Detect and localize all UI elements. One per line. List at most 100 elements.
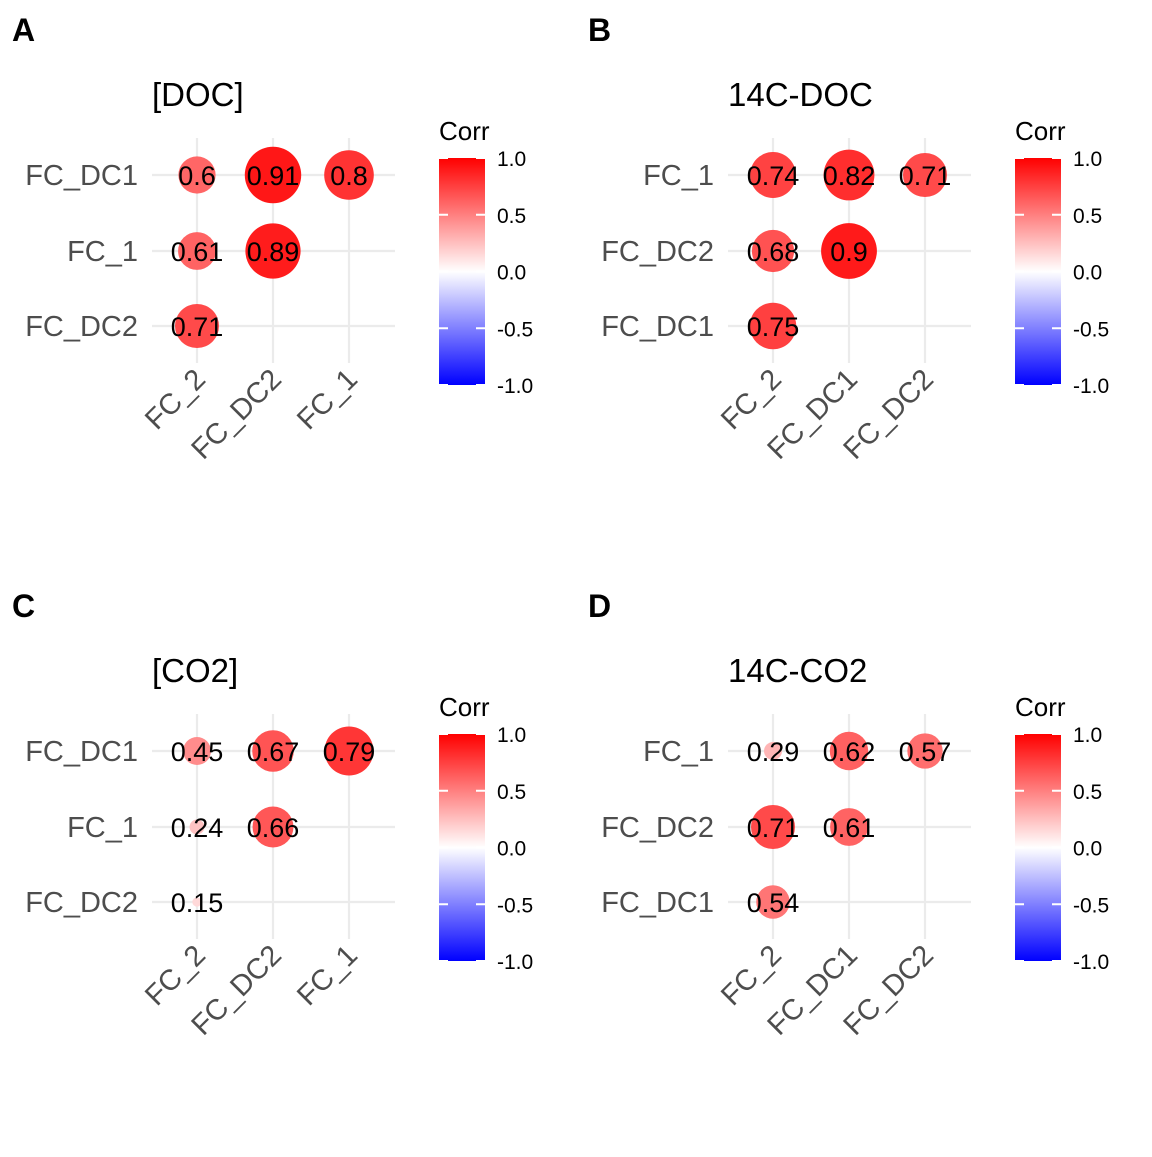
corr-circle	[750, 152, 796, 198]
panel-title: 14C-CO2	[728, 652, 867, 689]
y-tick-label: FC_DC1	[601, 311, 714, 343]
x-tick-label: FC_2	[715, 939, 788, 1012]
x-tick-label: FC_1	[291, 363, 364, 436]
corr-circle	[821, 223, 877, 279]
legend: Corr 1.0 0.5 0.0 -0.5 -1.0	[1015, 116, 1109, 398]
x-tick-label: FC_2	[139, 363, 212, 436]
corr-circle	[830, 808, 868, 846]
corr-circle	[178, 232, 216, 270]
corr-circle	[829, 731, 869, 771]
y-tick-label: FC_DC2	[601, 236, 714, 268]
legend-tick-label: 0.0	[497, 262, 526, 285]
legend-tick-label: 0.0	[497, 838, 526, 861]
corr-value-label: 0.9	[830, 237, 868, 267]
corr-value-label: 0.89	[247, 237, 300, 267]
panel-letter: C	[12, 588, 35, 624]
panel-title: [DOC]	[152, 76, 244, 113]
corr-value-label: 0.57	[899, 737, 952, 767]
y-tick-label: FC_1	[643, 736, 714, 768]
legend-tick-label: -0.5	[1073, 318, 1109, 341]
panel-d: D14C-CO2FC_1FC_DC2FC_DC1FC_2FC_DC1FC_DC2…	[588, 588, 1109, 1042]
corr-circle	[252, 730, 294, 772]
legend-tick-label: -0.5	[497, 894, 533, 917]
y-tick-label: FC_DC2	[601, 812, 714, 844]
corr-value-label: 0.67	[247, 737, 300, 767]
corr-circle	[324, 150, 374, 200]
corr-circle	[192, 897, 202, 907]
legend-tick-label: 0.5	[497, 781, 526, 804]
corr-value-label: 0.29	[747, 737, 800, 767]
panel-letter: D	[588, 588, 611, 624]
corr-value-label: 0.54	[747, 888, 800, 918]
corr-circle	[244, 146, 302, 204]
legend-tick-label: -1.0	[1073, 951, 1109, 974]
corr-circle	[252, 806, 294, 848]
corr-value-label: 0.82	[823, 161, 876, 191]
corr-circle	[174, 303, 220, 349]
corr-value-label: 0.71	[171, 312, 224, 342]
corr-value-label: 0.6	[178, 161, 216, 191]
corr-circle	[907, 733, 943, 769]
corr-value-label: 0.75	[747, 312, 800, 342]
corr-value-label: 0.61	[171, 237, 224, 267]
y-tick-label: FC_1	[643, 160, 714, 192]
corr-circle	[764, 742, 782, 760]
corr-value-label: 0.62	[823, 737, 876, 767]
legend-title: Corr	[439, 692, 490, 722]
legend-title: Corr	[1015, 692, 1066, 722]
legend: Corr 1.0 0.5 0.0 -0.5 -1.0	[439, 692, 533, 974]
corr-circle	[189, 819, 205, 835]
panel-title: 14C-DOC	[728, 76, 873, 113]
corr-circle	[750, 804, 796, 850]
legend-tick-label: -1.0	[1073, 375, 1109, 398]
y-tick-label: FC_DC2	[25, 887, 138, 919]
legend-tick-label: 1.0	[1073, 724, 1102, 747]
legend-tick-label: -0.5	[1073, 894, 1109, 917]
legend-title: Corr	[1015, 116, 1066, 146]
corr-circle	[902, 152, 948, 198]
corr-value-label: 0.71	[899, 161, 952, 191]
corr-value-label: 0.79	[323, 737, 376, 767]
corr-circle	[749, 302, 797, 350]
legend-tick-label: 1.0	[497, 724, 526, 747]
corr-value-label: 0.91	[247, 161, 300, 191]
corr-circle	[183, 737, 211, 765]
x-tick-label: FC_2	[715, 363, 788, 436]
legend-title: Corr	[439, 116, 490, 146]
panel-letter: B	[588, 12, 611, 48]
legend-tick-label: -0.5	[497, 318, 533, 341]
corr-value-label: 0.8	[330, 161, 368, 191]
legend-tick-label: 0.0	[1073, 262, 1102, 285]
corr-circle	[823, 149, 875, 201]
x-tick-label: FC_2	[139, 939, 212, 1012]
legend-tick-label: 0.0	[1073, 838, 1102, 861]
legend-tick-label: 0.5	[1073, 781, 1102, 804]
corr-value-label: 0.24	[171, 813, 224, 843]
corr-value-label: 0.74	[747, 161, 800, 191]
y-tick-label: FC_DC2	[25, 311, 138, 343]
corr-value-label: 0.71	[747, 813, 800, 843]
panel-letter: A	[12, 12, 35, 48]
corr-value-label: 0.68	[747, 237, 800, 267]
legend-tick-label: 0.5	[497, 205, 526, 228]
panel-title: [CO2]	[152, 652, 238, 689]
legend-tick-label: 0.5	[1073, 205, 1102, 228]
legend-tick-label: -1.0	[497, 375, 533, 398]
y-tick-label: FC_1	[67, 812, 138, 844]
legend-tick-label: -1.0	[497, 951, 533, 974]
x-tick-label: FC_1	[291, 939, 364, 1012]
corr-circle	[756, 885, 790, 919]
y-tick-label: FC_1	[67, 236, 138, 268]
corr-value-label: 0.15	[171, 888, 224, 918]
y-tick-label: FC_DC1	[601, 887, 714, 919]
corr-circle	[245, 223, 301, 279]
corr-value-label: 0.45	[171, 737, 224, 767]
panel-b: B14C-DOCFC_1FC_DC2FC_DC1FC_2FC_DC1FC_DC2…	[588, 12, 1109, 466]
legend-tick-label: 1.0	[497, 148, 526, 171]
legend: Corr 1.0 0.5 0.0 -0.5 -1.0	[439, 116, 533, 398]
corr-circle	[178, 156, 216, 194]
